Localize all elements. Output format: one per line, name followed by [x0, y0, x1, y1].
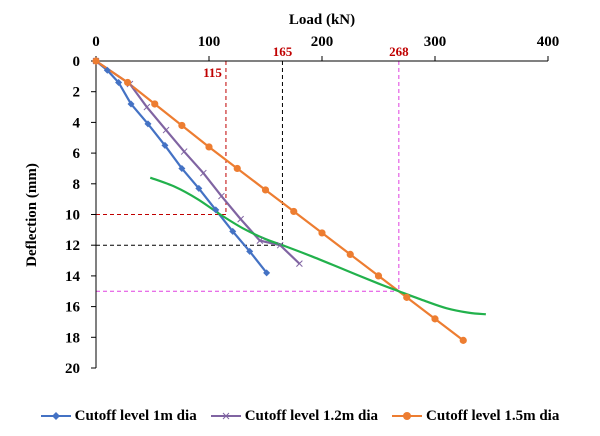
y-tick-label: 0: [73, 54, 81, 70]
legend-swatch: [210, 412, 241, 420]
y-tick-label: 6: [73, 146, 81, 162]
y-tick-label: 16: [65, 300, 81, 316]
legend-label: Cutoff level 1.5m dia: [426, 407, 560, 424]
data-point: [229, 227, 237, 235]
data-point: [212, 206, 220, 214]
data-point: [318, 229, 326, 237]
data-point: [199, 169, 207, 177]
series-line-2: [95, 60, 301, 265]
data-point: [127, 100, 135, 108]
annotation-labels: 115 165 268: [203, 44, 409, 80]
x-tick-label: 0: [92, 34, 100, 50]
x-tick-label: 400: [537, 34, 560, 50]
x-tick-label: 100: [198, 34, 221, 50]
data-point: [195, 184, 203, 192]
data-point: [205, 143, 213, 151]
data-point: [263, 269, 271, 277]
series-line-3: [95, 60, 464, 342]
data-point: [115, 78, 123, 86]
data-point: [233, 164, 241, 173]
legend-item: Cutoff level 1m dia: [40, 407, 197, 425]
y-tick-label: 10: [65, 208, 80, 224]
series-line-1: [95, 60, 268, 274]
annotation-label: 115: [203, 65, 222, 80]
y-tick-label: 14: [65, 269, 81, 285]
y-tick-label: 20: [65, 361, 80, 377]
tick-labels: 0 100 200 300 400 0 2 4 6 8 10 12 14 16 18 20: [65, 34, 559, 377]
y-tick-label: 2: [73, 85, 81, 101]
legend-item: Cutoff level 1.2m dia: [210, 407, 379, 425]
data-point: [459, 336, 467, 344]
x-axis-title: Load (kN): [289, 12, 355, 28]
data-point: [124, 78, 132, 87]
data-point: [144, 120, 152, 128]
data-point: [431, 315, 439, 323]
y-axis-title: Deflection (mm): [24, 163, 40, 267]
y-tick-label: 18: [65, 330, 80, 346]
x-tick-label: 300: [424, 34, 447, 50]
data-point: [374, 272, 383, 280]
data-point: [218, 192, 225, 200]
data-point: [237, 215, 244, 223]
data-point: [403, 293, 411, 301]
data-point: [143, 103, 151, 111]
axes: [91, 56, 549, 369]
legend-label: Cutoff level 1.2m dia: [244, 407, 379, 424]
legend-label: Cutoff level 1m dia: [74, 407, 197, 424]
data-point: [276, 241, 284, 249]
data-point: [178, 121, 186, 130]
x-tick-label: 200: [311, 34, 334, 50]
y-tick-label: 12: [65, 238, 80, 254]
legend-item: Cutoff level 1.5m dia: [392, 408, 559, 425]
data-point: [256, 237, 264, 244]
data-point: [103, 66, 111, 74]
series-line-4: [149, 176, 486, 316]
annotation-label: 268: [389, 44, 409, 59]
data-point: [290, 207, 298, 216]
data-point: [92, 57, 100, 65]
data-point: [162, 126, 170, 134]
y-tick-label: 8: [73, 177, 81, 193]
y-tick-label: 4: [73, 115, 81, 131]
series-markers: [92, 57, 467, 344]
data-point: [178, 164, 186, 172]
annotation-label: 165: [273, 44, 293, 59]
data-point: [246, 247, 254, 255]
legend-swatch: [40, 412, 71, 420]
data-point: [296, 260, 303, 267]
data-point: [151, 100, 159, 108]
legend-swatch: [392, 412, 423, 420]
data-point: [180, 148, 188, 155]
legend: Cutoff level 1m dia Cutoff level 1.2m dia…: [0, 404, 600, 428]
data-point: [261, 186, 270, 194]
data-point: [346, 250, 354, 259]
data-point: [161, 141, 169, 149]
guide-lines: [96, 61, 400, 292]
